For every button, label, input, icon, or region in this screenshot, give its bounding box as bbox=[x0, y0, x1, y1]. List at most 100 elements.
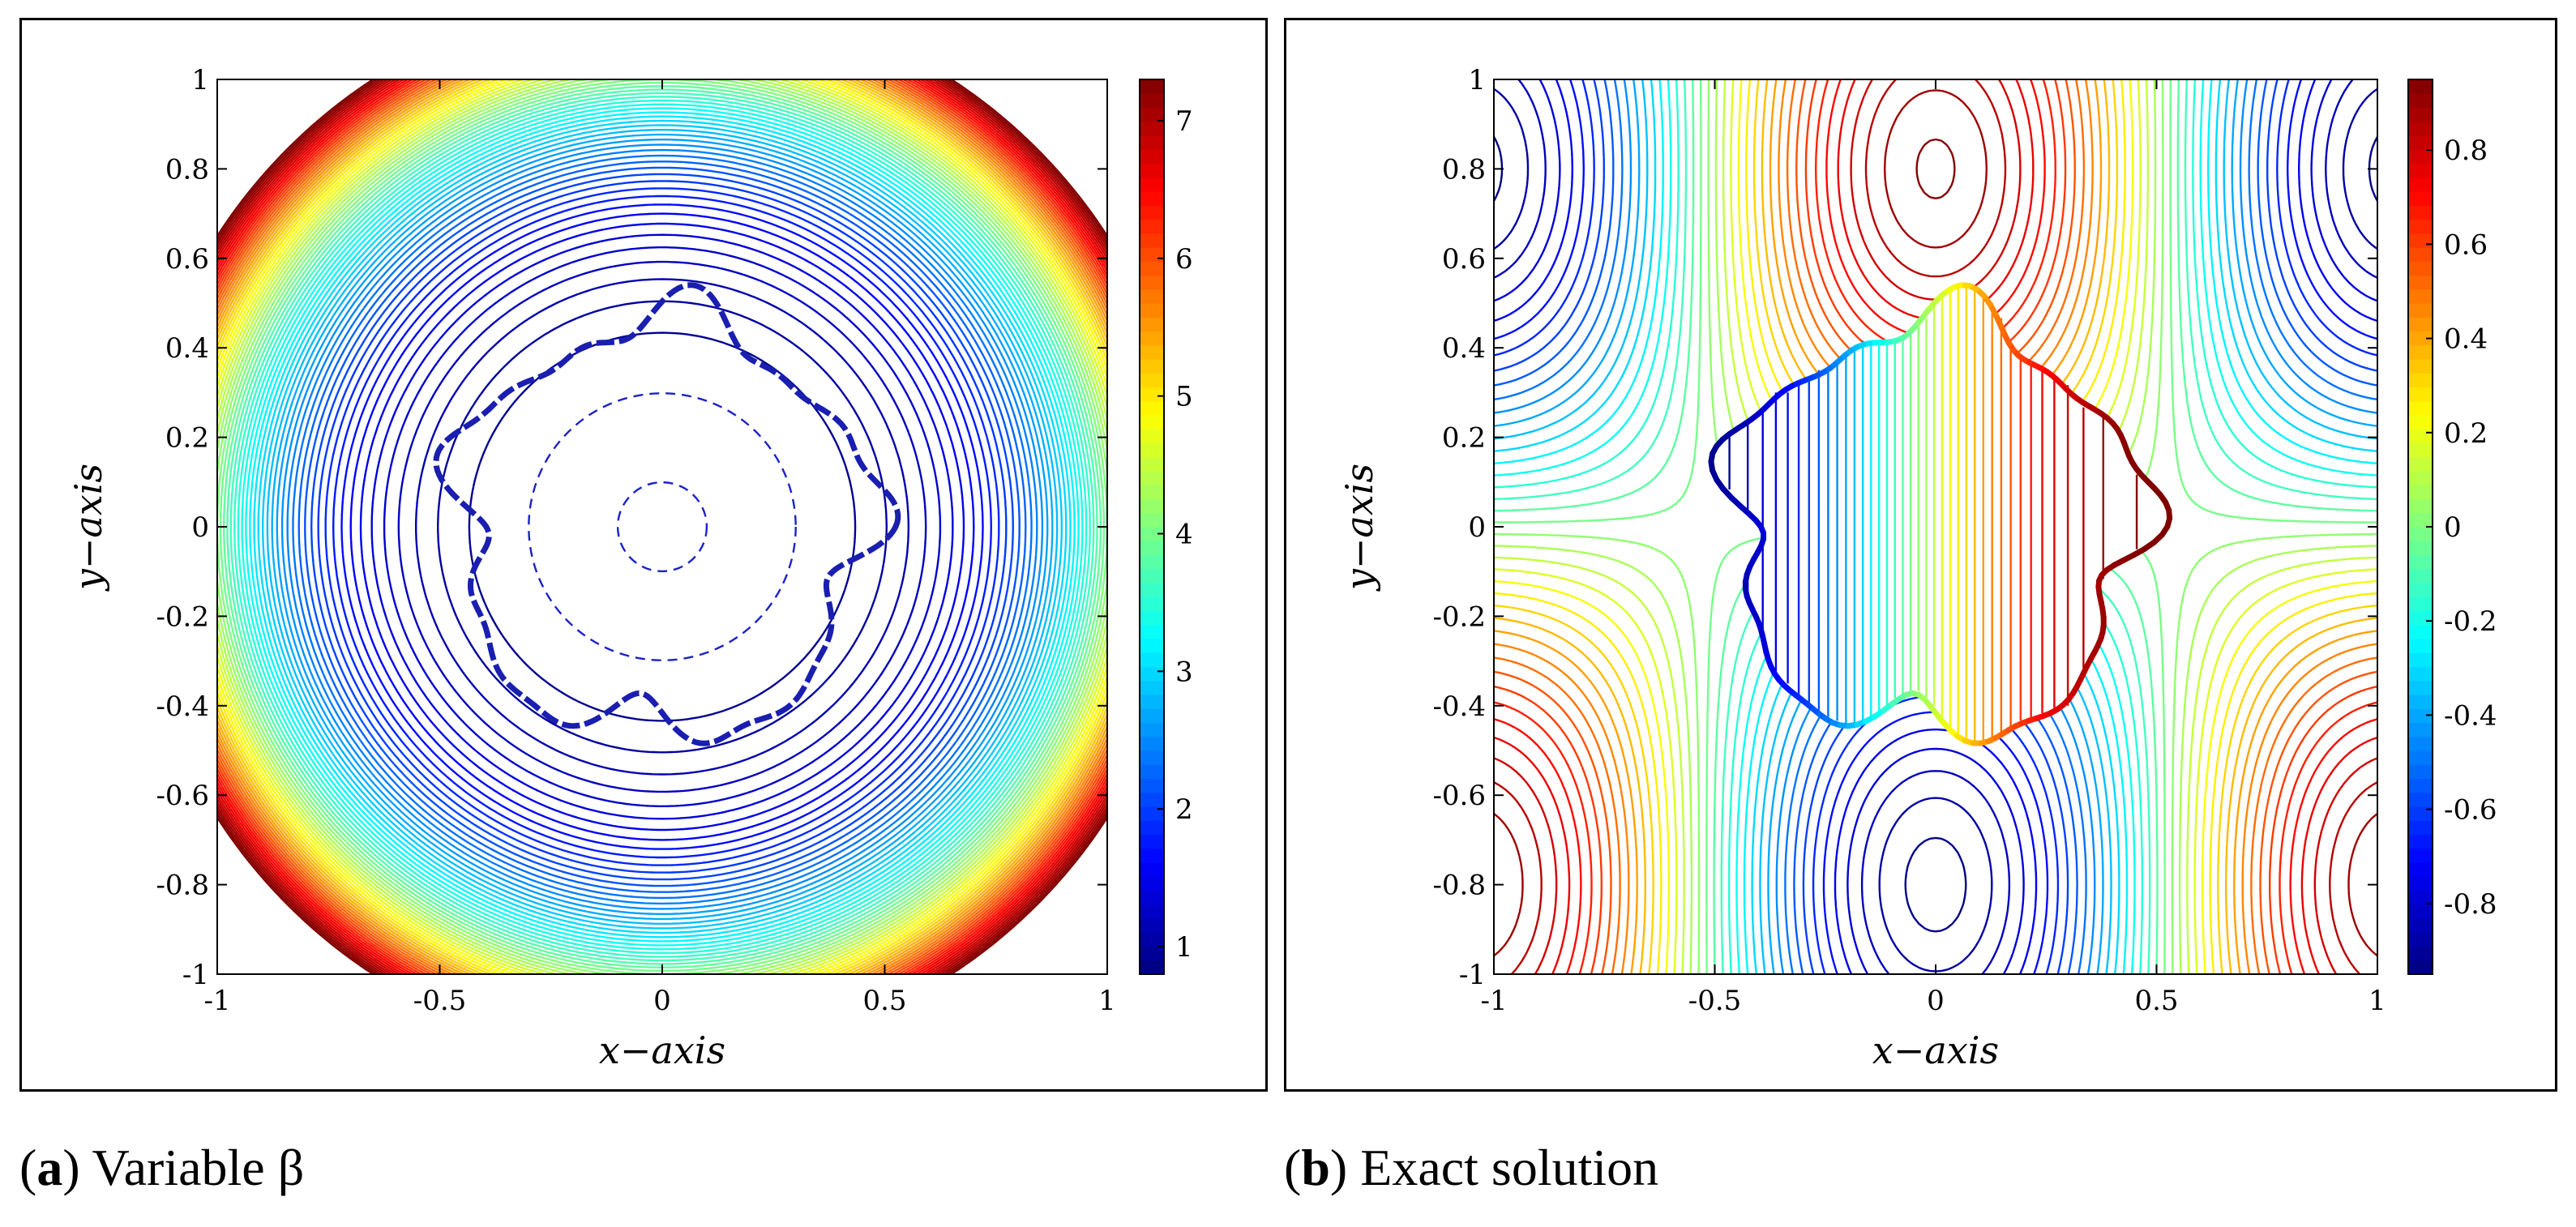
colorbar-cell bbox=[1140, 107, 1164, 122]
colorbar-cell bbox=[1140, 79, 1164, 94]
contour-level-26 bbox=[1494, 79, 2377, 974]
contour-level-8 bbox=[1494, 79, 2377, 974]
y-tick-label: -0.2 bbox=[1432, 601, 1486, 633]
contour-level-27 bbox=[1494, 79, 2377, 974]
colorbar-cell bbox=[1140, 456, 1164, 472]
x-tick-label: -1 bbox=[203, 985, 230, 1017]
contour-level-28 bbox=[237, 99, 1088, 955]
colorbar-cell bbox=[2408, 596, 2433, 612]
colorbar-cell bbox=[1140, 848, 1164, 863]
colorbar-cell bbox=[1140, 610, 1164, 626]
colorbar-cell bbox=[1140, 695, 1164, 709]
contour-level-30 bbox=[1494, 79, 2377, 974]
colorbar-tick-label: -0.2 bbox=[2444, 605, 2497, 638]
contour-level-23 bbox=[257, 119, 1068, 934]
contour-level-14 bbox=[304, 166, 1021, 887]
colorbar-cell bbox=[1140, 135, 1164, 150]
colorbar-cell bbox=[2408, 79, 2433, 94]
colorbar-cell bbox=[1140, 806, 1164, 821]
colorbar-cell bbox=[1140, 639, 1164, 653]
contour-level-7 bbox=[1494, 79, 2377, 974]
contour-level-36 bbox=[1494, 79, 2377, 974]
contour-level-48 bbox=[217, 79, 1107, 974]
colorbar-frame bbox=[1139, 79, 1165, 975]
colorbar-cell bbox=[1140, 442, 1164, 458]
contour-level-36 bbox=[217, 79, 1107, 974]
colorbar-cell bbox=[2408, 862, 2433, 877]
contour-level-63 bbox=[217, 79, 1107, 974]
colorbar-cell bbox=[2408, 610, 2433, 626]
caption-a-text: Variable β bbox=[92, 1139, 305, 1196]
colorbar-cell bbox=[1140, 596, 1164, 612]
colorbar-cell bbox=[1140, 960, 1164, 975]
colorbar-cell bbox=[2408, 373, 2433, 388]
colorbar-cell bbox=[2408, 527, 2433, 541]
caption-b-text: Exact solution bbox=[1360, 1139, 1659, 1196]
colorbar-cell bbox=[2408, 485, 2433, 500]
colorbar-cell bbox=[1140, 191, 1164, 206]
contour-level-69 bbox=[217, 79, 1107, 974]
contour-lines bbox=[1494, 79, 2377, 974]
colorbar-tick-label: 0.4 bbox=[2444, 323, 2488, 356]
colorbar-cell bbox=[1140, 400, 1164, 416]
colorbar-cell bbox=[2408, 834, 2433, 849]
y-tick-label: -0.4 bbox=[156, 690, 209, 723]
contour-level-11 bbox=[1494, 79, 2377, 974]
colorbar-cell bbox=[2408, 317, 2433, 332]
contour-level-20 bbox=[271, 133, 1054, 921]
colorbar-cell bbox=[1140, 652, 1164, 668]
contour-level-12 bbox=[317, 180, 1008, 874]
contour-level-39 bbox=[1915, 138, 2138, 549]
colorbar-cell bbox=[1140, 736, 1164, 751]
contour-level-53 bbox=[217, 79, 1107, 974]
contour-level-34 bbox=[1494, 79, 2377, 974]
colorbar-cell bbox=[1140, 233, 1164, 248]
colorbar-cell bbox=[2408, 904, 2433, 919]
contour-level-56 bbox=[217, 79, 1107, 974]
contour-level-6 bbox=[370, 233, 954, 820]
contour-level-66 bbox=[217, 79, 1107, 974]
colorbar-cell bbox=[2408, 247, 2433, 262]
contour-level-24 bbox=[253, 115, 1072, 938]
contour-level-67 bbox=[217, 79, 1107, 974]
colorbar-tick-label: 5 bbox=[1175, 381, 1193, 413]
inner-circle-0 bbox=[616, 481, 708, 573]
colorbar-cell bbox=[2408, 191, 2433, 206]
contour-level-16 bbox=[1494, 79, 2377, 974]
colorbar-cell bbox=[2408, 750, 2433, 765]
contour-level-19 bbox=[1494, 79, 2377, 974]
contour-level-13 bbox=[1494, 79, 2377, 974]
contour-level-13 bbox=[310, 173, 1014, 881]
colorbar-cell bbox=[2408, 429, 2433, 444]
contour-level-4 bbox=[1494, 79, 2377, 974]
colorbar-cell bbox=[1140, 918, 1164, 933]
colorbar-cell bbox=[2408, 121, 2433, 136]
colorbar-cell bbox=[1140, 344, 1164, 360]
colorbar-cell bbox=[1140, 624, 1164, 639]
contour-level-65 bbox=[217, 79, 1107, 974]
colorbar-cell bbox=[1140, 932, 1164, 947]
colorbar-cell bbox=[2408, 792, 2433, 807]
contour-level-24 bbox=[1494, 79, 2377, 974]
colorbar-cell bbox=[2408, 359, 2433, 374]
contour-level-12 bbox=[1494, 79, 2377, 974]
y-tick-label: -1 bbox=[182, 959, 209, 991]
contour-level-26 bbox=[245, 107, 1080, 947]
contour-level-21 bbox=[266, 129, 1059, 925]
colorbar-cell bbox=[2408, 639, 2433, 653]
contour-level-9 bbox=[340, 203, 984, 850]
colorbar-cell bbox=[2408, 652, 2433, 668]
contour-level-7 bbox=[359, 222, 965, 832]
panel-b: -1 -0.5 0 0.5 1 1 0.8 0.6 0.4 0.2 0 -0.2 -0.4 -0.6 -0.… bbox=[1284, 18, 2557, 1092]
colorbar-cell bbox=[1140, 890, 1164, 905]
colorbar-cell bbox=[1140, 876, 1164, 891]
chart-a: -1 -0.5 0 0.5 1 1 0.8 0.6 0.4 0.2 0 -0.2 -0.4 -0.6 -0.… bbox=[66, 64, 1193, 1072]
caption-a: (a) Variable β bbox=[19, 1139, 305, 1196]
colorbar-cell bbox=[2408, 415, 2433, 430]
colorbar-cell bbox=[2408, 666, 2433, 682]
colorbar-cell bbox=[2408, 400, 2433, 416]
x-tick-label: -0.5 bbox=[413, 985, 467, 1017]
y-tick-label: 0 bbox=[191, 511, 209, 544]
colorbar-cell bbox=[2408, 918, 2433, 933]
contour-level-2 bbox=[1494, 79, 2377, 974]
